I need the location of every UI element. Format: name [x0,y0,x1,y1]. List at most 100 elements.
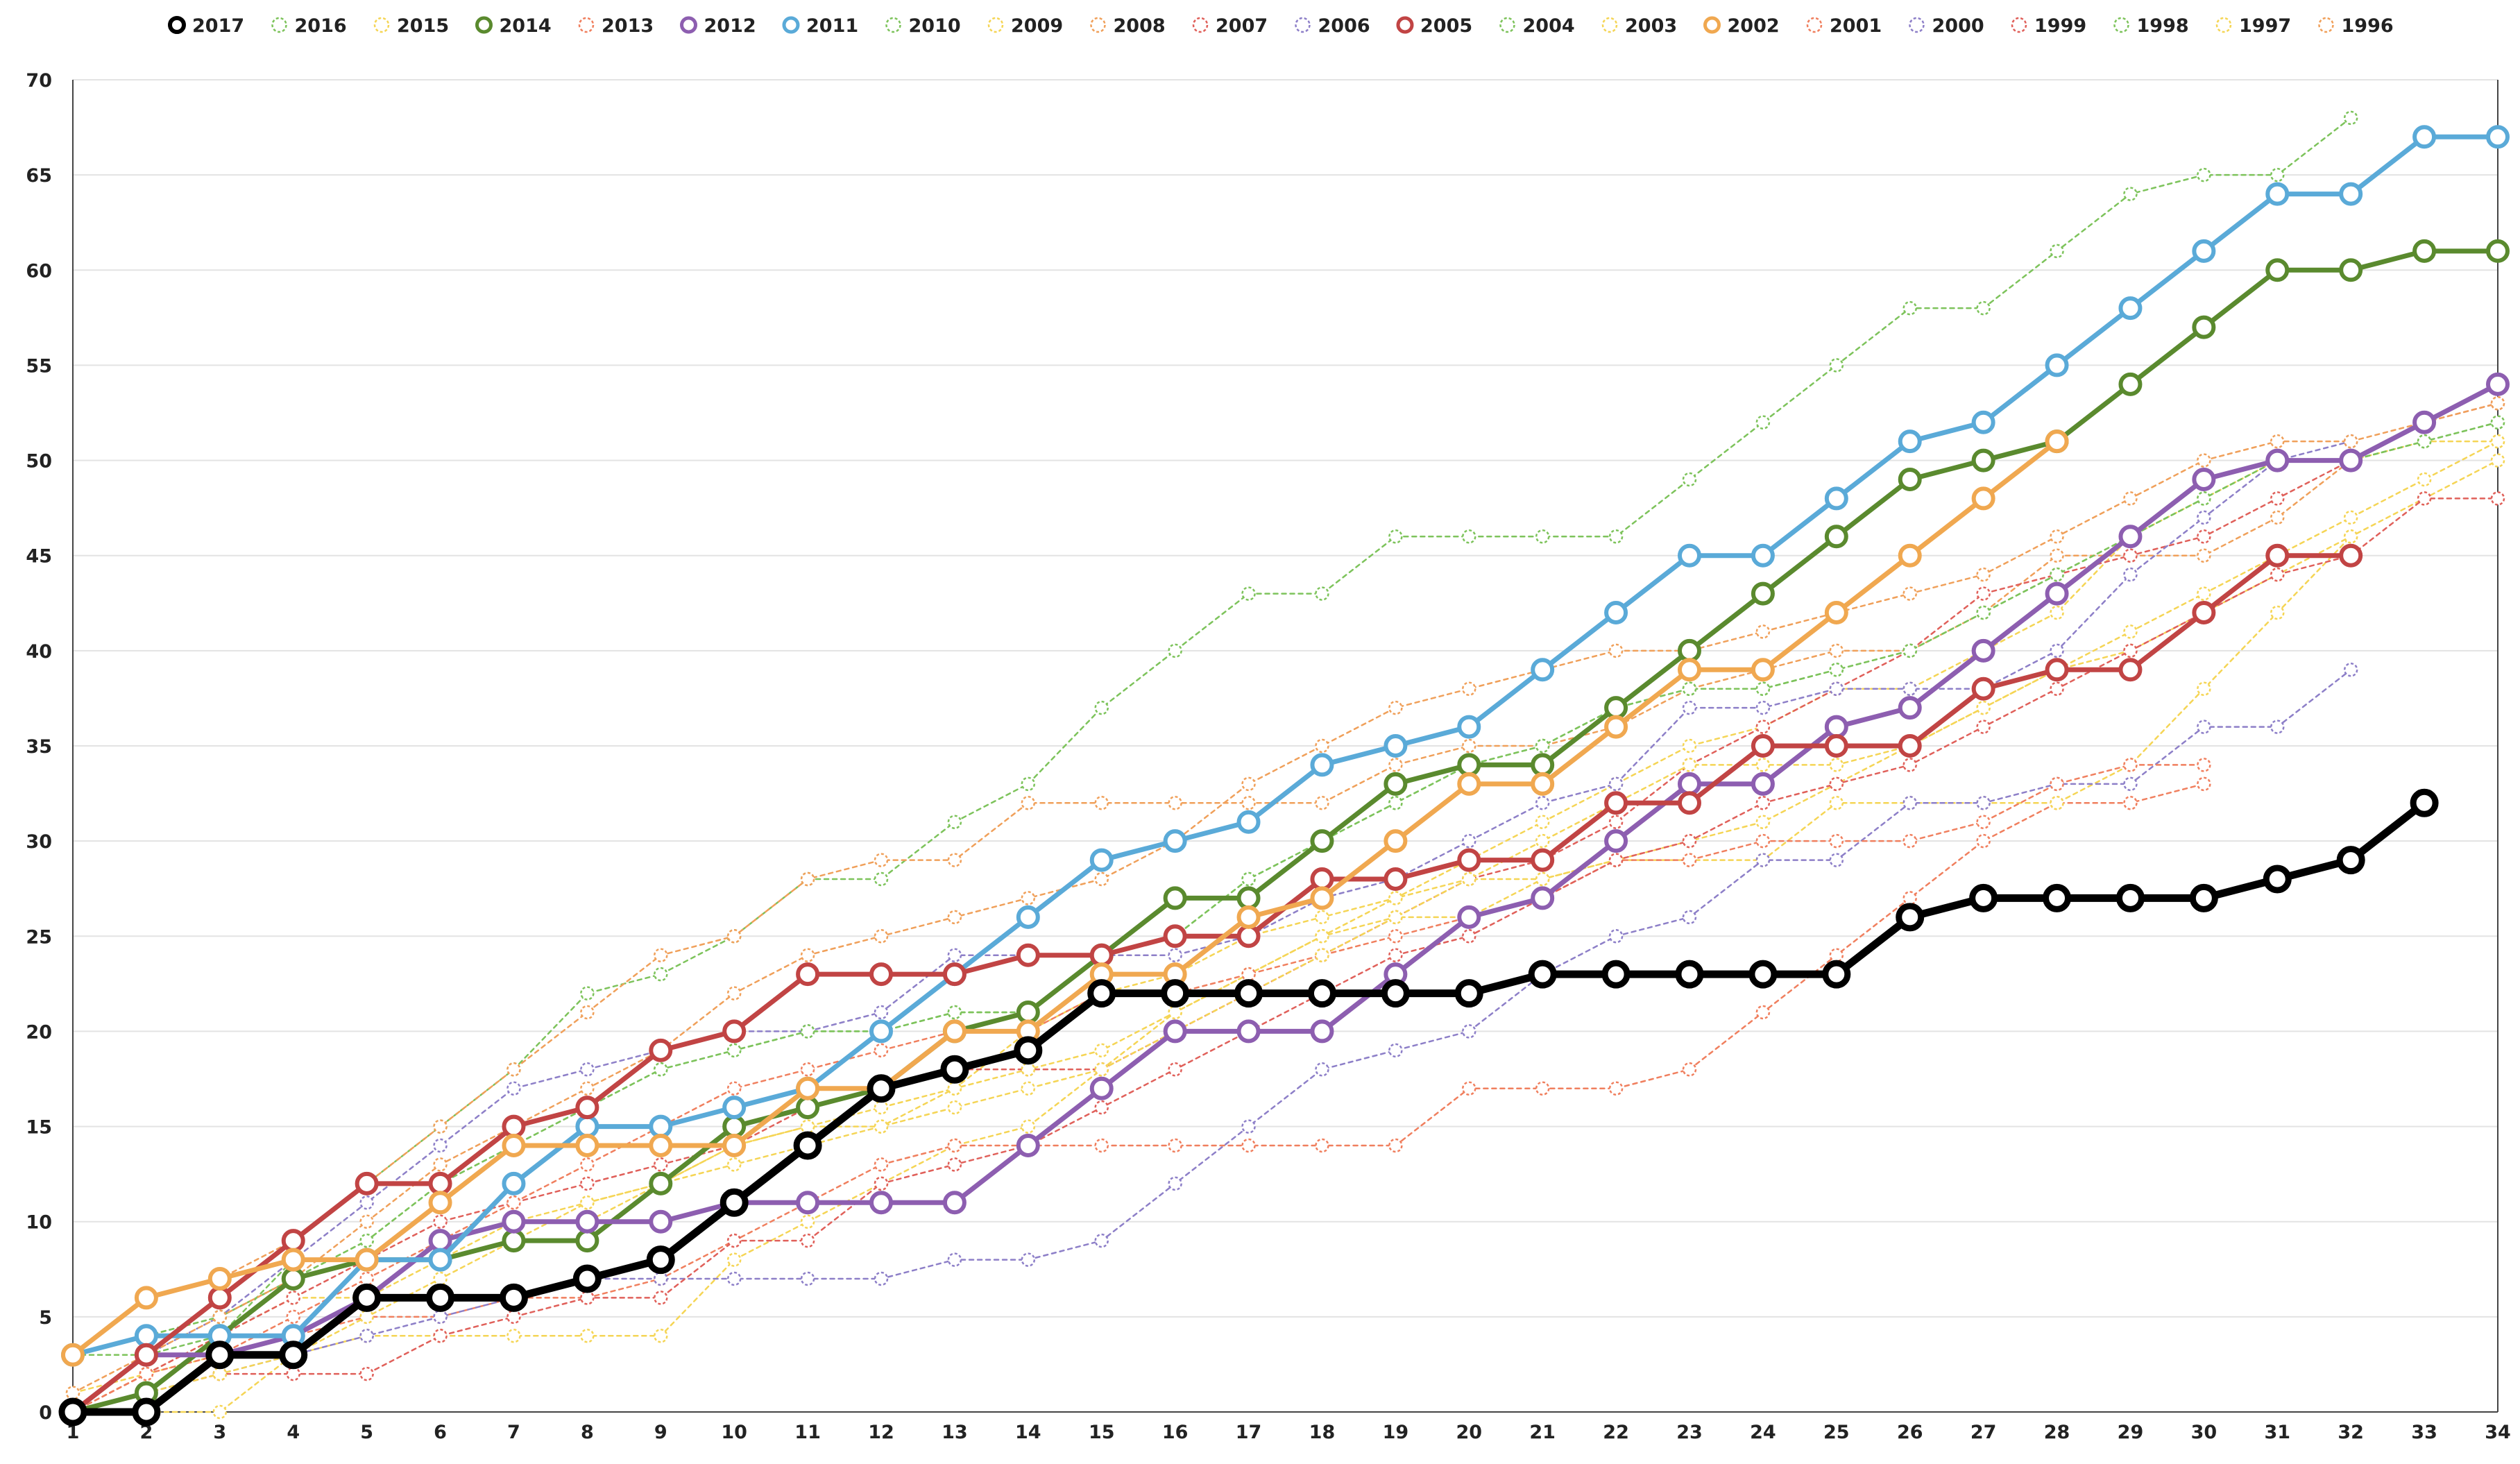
data-point [1457,715,1481,739]
data-point [1755,624,1771,639]
x-tick-label: 26 [1897,1422,1923,1443]
legend-item: 2007 [1192,15,1268,37]
x-tick-label: 28 [2044,1422,2070,1443]
data-point [1755,815,1771,829]
legend-marker [987,17,1004,33]
series-2005 [61,543,2363,1424]
data-point [2123,758,2138,772]
data-point [2197,453,2211,468]
series-line [71,421,2499,1356]
data-point [2118,372,2143,396]
series-2009 [65,529,2358,1420]
data-point [1315,586,1329,601]
data-point [1094,871,1109,887]
data-point [1457,905,1481,929]
data-point [1094,1138,1109,1153]
legend-item: 1998 [2113,15,2189,37]
data-point [654,948,668,962]
data-point [2045,581,2069,606]
data-point [1241,1119,1256,1134]
data-point [2490,434,2505,449]
data-point [947,910,962,925]
legend-label: 2017 [192,15,244,37]
legend-marker [373,17,390,33]
data-point [1976,796,1991,810]
legend-item: 2004 [1499,15,1575,37]
data-point [580,1329,595,1343]
data-point [502,1171,526,1195]
data-point [575,1229,599,1253]
data-point [2490,491,2505,506]
data-point [1163,829,1187,853]
data-point [1678,658,1701,682]
x-tick-label: 27 [1970,1422,1997,1443]
data-point [2123,796,2138,810]
data-point [1531,886,1555,910]
legend-item: 1996 [2318,15,2394,37]
x-tick-label: 4 [287,1422,300,1443]
data-point [1751,772,1775,796]
data-point [359,1214,374,1229]
data-point [1902,891,1917,905]
data-point [1388,910,1403,925]
data-point [1601,960,1631,989]
data-point [1682,758,1697,772]
data-point [1976,700,1991,715]
data-point [1896,903,1925,932]
data-point [1236,905,1261,929]
data-point [1755,415,1771,429]
data-point [1678,543,1701,568]
x-tick-label: 7 [507,1422,520,1443]
data-point [2197,510,2211,525]
x-tick-label: 2 [140,1422,153,1443]
legend-marker [885,17,901,33]
data-point [722,1134,747,1157]
data-point [720,1188,749,1217]
data-point [1535,738,1550,754]
legend: 2017 2016 2015 2014 2013 2012 2011 2010 2009 2008… [168,15,2394,37]
y-tick-label: 10 [26,1212,52,1234]
data-point [2050,643,2064,658]
data-point [1829,833,1844,849]
data-point [1902,758,1917,772]
data-point [1976,605,1991,620]
data-point [874,1157,889,1172]
data-point [1310,753,1334,777]
y-tick-label: 55 [26,355,52,377]
data-point [1902,586,1917,601]
x-tick-label: 3 [213,1422,226,1443]
data-point [2270,491,2285,506]
data-point [1457,848,1481,872]
data-point [793,1131,822,1160]
data-point [1682,700,1697,715]
data-point [433,1271,448,1286]
data-point [2118,296,2143,321]
data-point [1236,810,1261,834]
data-point [654,1062,668,1077]
data-point [499,1283,528,1312]
legend-marker [1396,16,1414,34]
x-tick-label: 21 [1529,1422,1556,1443]
legend-marker [680,16,697,34]
data-point [1608,929,1624,944]
data-point [207,1286,232,1310]
data-point [1902,681,1917,696]
data-point [1384,867,1408,891]
data-point [1971,676,1995,701]
data-point [942,962,967,987]
data-point [1608,529,1624,544]
data-point [359,1233,374,1248]
data-point [874,1176,889,1191]
data-point [1829,663,1844,677]
data-point [726,986,742,1001]
data-point [1016,905,1040,929]
data-point [2192,239,2216,263]
data-point [2336,846,2365,875]
legend-marker [2011,17,2027,33]
data-point [2197,776,2211,792]
data-point [580,1176,595,1191]
y-tick-label: 50 [26,451,52,473]
data-point [1089,848,1114,872]
data-point [874,853,889,867]
data-point [2343,510,2358,525]
